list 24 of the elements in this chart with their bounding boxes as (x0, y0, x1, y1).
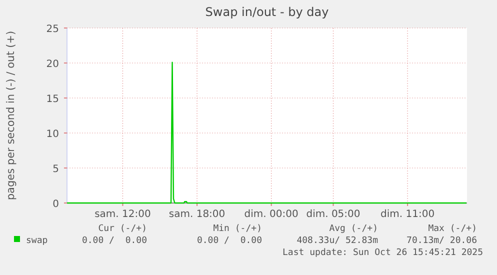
text: 0.00 / 0.00 (196, 236, 262, 246)
text: Cur (-/+) (98, 224, 147, 234)
text: 0.00 / 0.00 (82, 236, 147, 246)
y-tick-label: 25 (46, 24, 59, 35)
line-series (66, 62, 467, 204)
text: Last update: Sun Oct 26 15:45:21 2025 (282, 248, 483, 258)
x-tick-label: sam. 12:00 (94, 209, 151, 220)
text: 70.13m/ 20.06 (406, 236, 477, 246)
x-tick-label: dim. 11:00 (380, 209, 435, 220)
x-tick-label: dim. 05:00 (306, 209, 360, 220)
text: Max (-/+) (428, 224, 477, 234)
x-tick-label: dim. 00:00 (244, 209, 298, 220)
x-tick-label: sam. 18:00 (168, 209, 226, 220)
legend-label: swap (26, 236, 48, 246)
y-tick-label: 5 (52, 164, 59, 175)
text: Avg (-/+) (329, 224, 378, 234)
y-tick-label: 10 (46, 129, 59, 140)
chart-title: Swap in/out - by day (205, 5, 329, 19)
y-tick-label: 15 (46, 94, 59, 105)
y-tick-label: 0 (52, 199, 59, 210)
text: Min (-/+) (213, 224, 262, 234)
y-tick-label: 20 (46, 59, 59, 70)
y-axis-title: pages per second in (-) / out (+) (5, 30, 17, 200)
text: 408.33u/ 52.83m (296, 236, 378, 246)
